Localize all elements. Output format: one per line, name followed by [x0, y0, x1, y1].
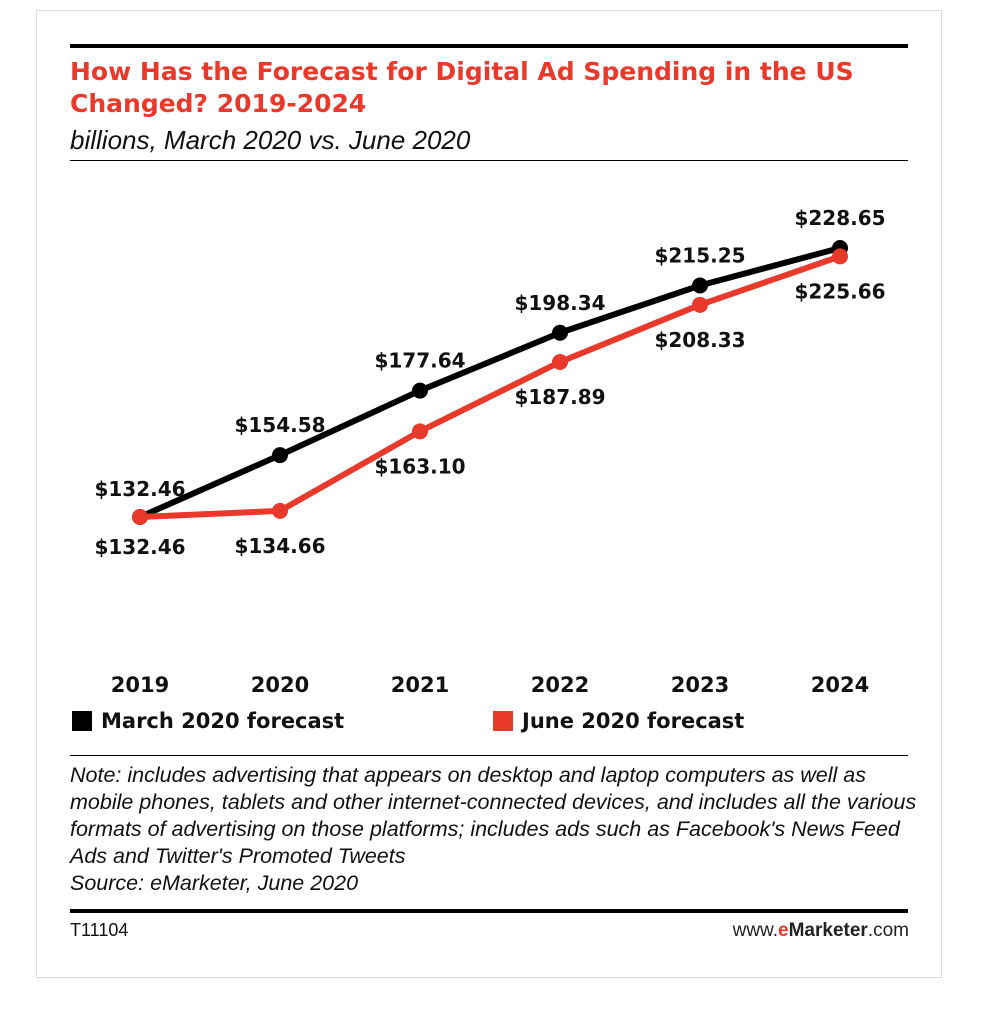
data-label-march-2024: $228.65	[794, 206, 885, 230]
source-text: Source: eMarketer, June 2020	[70, 871, 359, 895]
subtitle-rule	[70, 160, 908, 161]
top-rule	[70, 44, 908, 48]
site-prefix: www.	[732, 920, 779, 941]
data-label-june-2021: $163.10	[374, 454, 465, 478]
legend-swatch-march	[72, 711, 92, 731]
x-tick-label-2020: 2020	[251, 673, 309, 697]
legend-item-march: March 2020 forecast	[72, 709, 344, 733]
data-point-june-2022	[552, 353, 568, 370]
data-point-june-2019	[132, 509, 148, 525]
site-e: e	[778, 920, 789, 941]
data-label-march-2020: $154.58	[234, 413, 325, 437]
data-point-june-2021	[412, 423, 428, 440]
site-link[interactable]: www.eMarketer.com	[733, 920, 909, 942]
series-line-march	[137, 245, 843, 520]
x-tick-label-2021: 2021	[391, 673, 449, 697]
series-line-june	[137, 253, 843, 520]
line-chart: $132.46 $154.58 $177.64 $198.34 $215.25 $228.…	[94, 206, 885, 697]
note-text: Note: includes advertising that appears …	[70, 763, 917, 868]
x-axis-tick-labels: 2019 2020 2021 2022 2023 2024	[111, 673, 869, 697]
data-label-june-2022: $187.89	[514, 385, 605, 409]
data-label-march-2021: $177.64	[374, 349, 465, 373]
note-rule	[70, 755, 908, 756]
series-march-2020-forecast	[132, 240, 848, 525]
chart-subtitle: billions, March 2020 vs. June 2020	[70, 125, 471, 155]
data-label-june-2024: $225.66	[794, 279, 885, 303]
data-label-june-2023: $208.33	[654, 328, 745, 352]
chart-title: How Has the Forecast for Digital Ad Spen…	[70, 57, 854, 118]
x-tick-label-2023: 2023	[671, 673, 729, 697]
series-june-2020-forecast	[132, 248, 848, 525]
data-point-march-2023	[692, 277, 708, 294]
data-point-june-2024	[832, 248, 848, 265]
data-point-june-2020	[272, 502, 288, 519]
legend-label-march: March 2020 forecast	[101, 709, 345, 733]
chart-id: T11104	[70, 920, 129, 940]
footnote: Note: includes advertising that appears …	[70, 762, 920, 897]
data-point-march-2022	[552, 324, 568, 341]
site-suffix: .com	[867, 920, 909, 941]
data-point-march-2021	[412, 382, 428, 399]
legend: March 2020 forecast June 2020 forecast	[0, 709, 997, 743]
data-label-june-2019: $132.46	[94, 535, 185, 559]
legend-label-june: June 2020 forecast	[522, 709, 745, 733]
site-brand: Marketer	[788, 920, 868, 941]
data-point-june-2023	[692, 296, 708, 313]
data-label-june-2020: $134.66	[234, 534, 325, 558]
x-tick-label-2024: 2024	[811, 673, 869, 697]
data-labels: $132.46 $154.58 $177.64 $198.34 $215.25 $228.…	[94, 206, 885, 559]
x-tick-label-2019: 2019	[111, 673, 169, 697]
data-point-march-2020	[272, 447, 288, 464]
legend-swatch-june	[493, 711, 513, 731]
x-tick-label-2022: 2022	[531, 673, 589, 697]
legend-item-june: June 2020 forecast	[493, 709, 744, 733]
data-label-march-2023: $215.25	[654, 243, 745, 267]
data-label-march-2022: $198.34	[514, 291, 605, 315]
data-label-march-2019: $132.46	[94, 477, 185, 501]
bottom-rule	[70, 909, 908, 913]
